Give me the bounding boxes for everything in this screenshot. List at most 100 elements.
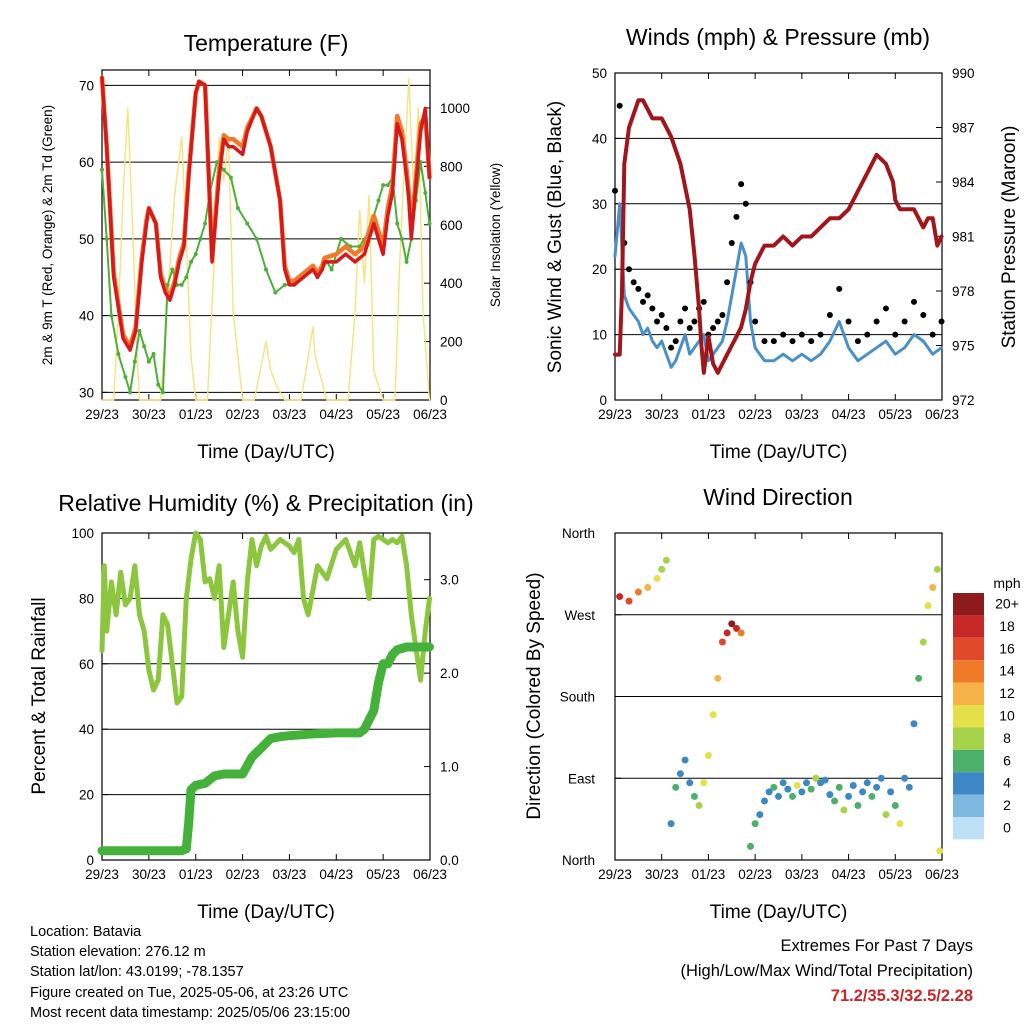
direction-point: [704, 752, 712, 760]
gust-point: [635, 285, 642, 292]
direction-point: [845, 792, 853, 800]
gust-point: [640, 298, 647, 305]
latlon-text: Station lat/lon: 43.0199; -78.1357: [30, 964, 244, 981]
dewpoint-series-point: [198, 236, 203, 241]
y-tick-label: 50: [592, 66, 607, 81]
y-tick-label: 10: [592, 328, 607, 343]
direction-point: [873, 783, 881, 791]
y2-tick-label: 972: [952, 393, 975, 408]
direction-point: [905, 783, 913, 791]
y2-tick-label: 400: [440, 276, 463, 291]
y2-tick-label: 990: [952, 66, 975, 81]
gust-point: [644, 292, 651, 299]
gust-point: [654, 318, 661, 325]
direction-point: [728, 620, 736, 628]
extremes-values: 71.2/35.3/32.5/2.28: [830, 987, 973, 1005]
x-tick-label: 06/23: [925, 407, 959, 422]
y-tick-label: 0: [599, 393, 607, 408]
colorbar-tick-label: 2: [1003, 797, 1011, 813]
direction-point: [686, 779, 694, 787]
x-tick-label: 05/23: [366, 867, 400, 882]
x-tick-label: 03/23: [785, 407, 819, 422]
dewpoint-series-point: [254, 236, 259, 241]
direction-point: [859, 788, 867, 796]
dewpoint-series-point: [264, 267, 268, 272]
gust-point: [728, 240, 735, 247]
gust-point: [714, 318, 721, 325]
gust-point: [817, 331, 824, 338]
gust-point: [752, 318, 759, 325]
dewpoint-series-point: [189, 259, 194, 264]
gust-point: [836, 285, 843, 292]
x-tick-label: 01/23: [179, 407, 213, 422]
x-axis-label: Time (Day/UTC): [710, 442, 848, 463]
dewpoint-series-point: [338, 236, 343, 241]
recent-data-text: Most recent data timestamp: 2025/05/06 2…: [30, 1004, 351, 1021]
direction-point: [681, 756, 689, 764]
dewpoint-series-point: [273, 290, 278, 295]
x-tick-label: 29/23: [598, 867, 632, 882]
direction-point: [760, 797, 768, 805]
direction-point: [770, 783, 778, 791]
panel-title: Winds (mph) & Pressure (mb): [626, 24, 930, 50]
dewpoint-series-point: [193, 252, 198, 257]
colorbar-tick-label: 8: [1003, 730, 1011, 746]
plot-frame: [101, 532, 431, 861]
x-tick-label: 29/23: [598, 407, 632, 422]
x-tick-label: 01/23: [692, 867, 726, 882]
colorbar-swatch: [953, 817, 984, 840]
dewpoint-series-point: [245, 221, 250, 226]
y-axis-label: Sonic Wind & Gust (Blue, Black): [545, 101, 566, 373]
direction-point: [644, 584, 652, 591]
dewpoint-series-point: [104, 236, 109, 241]
direction-point: [868, 792, 876, 800]
direction-point: [672, 783, 680, 791]
x-tick-label: 02/23: [738, 407, 772, 422]
y-axis-label: Percent & Total Rainfall: [29, 597, 50, 794]
dewpoint-series-point: [381, 183, 386, 188]
direction-point: [695, 802, 703, 809]
colorbar-tick-label: 16: [999, 640, 1015, 656]
x-tick-label: 05/23: [366, 407, 400, 422]
colorbar-swatch: [953, 772, 984, 795]
panel-title: Temperature (F): [184, 30, 349, 56]
gust-point: [677, 318, 684, 325]
y2-tick-label: 1000: [440, 101, 470, 116]
x-tick-label: 01/23: [179, 867, 213, 882]
direction-point: [849, 782, 857, 790]
x-tick-label: 06/23: [925, 867, 959, 882]
extremes-subtitle: (High/Low/Max Wind/Total Precipitation): [680, 962, 973, 980]
direction-point: [877, 774, 885, 782]
gust-point: [616, 102, 623, 109]
colorbar-swatch: [953, 794, 984, 817]
gust-point: [733, 213, 740, 220]
y-tick-label: 60: [79, 657, 94, 672]
solar-series: [101, 78, 431, 401]
station-info: Location: Batavia Station elevation: 276…: [30, 922, 350, 1023]
x-tick-label: 06/23: [413, 407, 447, 422]
direction-point: [835, 783, 843, 791]
direction-point: [803, 779, 811, 787]
gust-point: [658, 311, 665, 318]
y2-tick-label: 200: [440, 335, 463, 350]
direction-point: [765, 788, 773, 796]
x-tick-label: 03/23: [273, 867, 307, 882]
y2-axis-label: Solar Insolation (Yellow): [488, 163, 503, 307]
dewpoint-series-point: [395, 221, 400, 226]
created-text: Figure created on Tue, 2025-05-06, at 23…: [30, 984, 349, 1001]
panel-title: Wind Direction: [703, 484, 853, 510]
gust-point: [938, 318, 945, 325]
x-tick-label: 30/23: [132, 407, 166, 422]
panel-title: Relative Humidity (%) & Precipitation (i…: [58, 490, 473, 516]
direction-point: [714, 674, 722, 682]
colorbar-swatch: [953, 615, 984, 638]
dewpoint-series-point: [123, 374, 128, 379]
colorbar-tick-label: 6: [1003, 752, 1011, 768]
y-tick-label: South: [560, 690, 595, 705]
dewpoint-series-point: [137, 328, 142, 333]
temperature-panel: Temperature (F) 29/23 30/23 01/23 02/23 03/23…: [40, 30, 503, 463]
y2-tick-label: 981: [952, 230, 975, 245]
dewpoint-series-point: [184, 275, 189, 280]
direction-point: [901, 774, 909, 782]
